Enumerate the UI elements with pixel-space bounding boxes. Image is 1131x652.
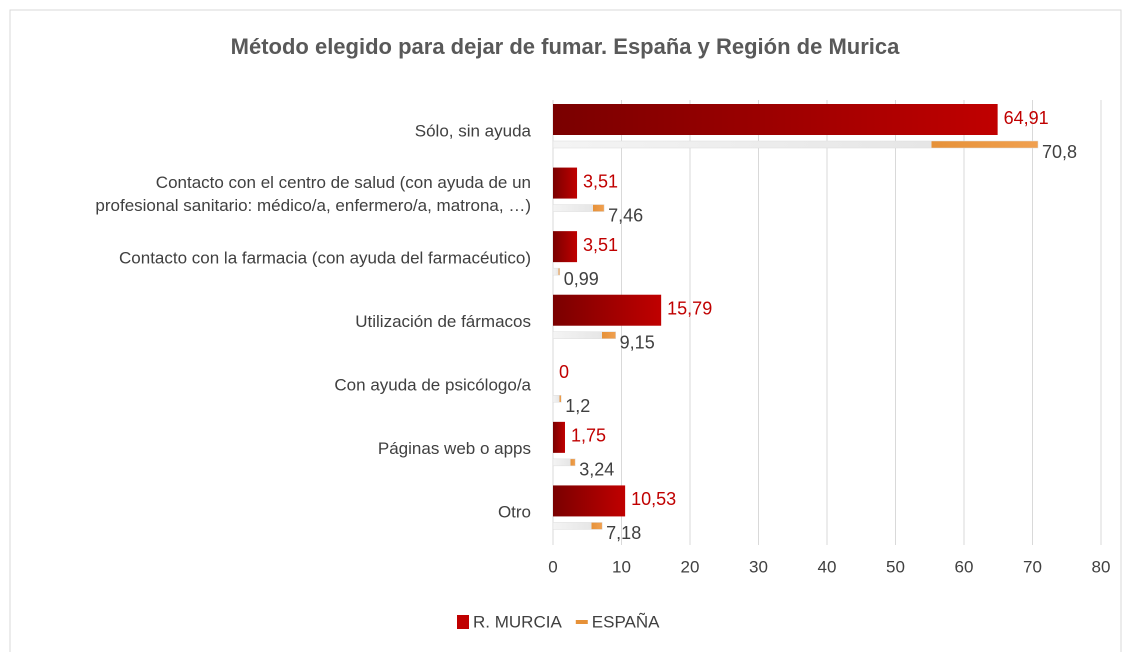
data-label: 9,15 [620, 332, 655, 352]
y-tick-label: Contacto con el centro de salud (con ayu… [95, 173, 531, 215]
legend-label: R. MURCIA [473, 612, 562, 631]
bar-murcia [553, 104, 998, 135]
data-label: 3,51 [583, 235, 618, 255]
bar-murcia [553, 485, 626, 517]
legend-label: ESPAÑA [592, 612, 660, 631]
bar-murcia [553, 231, 578, 263]
data-label: 15,79 [667, 298, 712, 318]
y-tick-label: Contacto con la farmacia (con ayuda del … [119, 248, 531, 267]
x-tick-label: 40 [818, 557, 837, 576]
x-tick-label: 50 [886, 557, 905, 576]
legend-swatch [575, 620, 588, 624]
data-label: 70,8 [1042, 142, 1077, 162]
x-tick-label: 20 [681, 557, 700, 576]
bar-espana [552, 204, 605, 212]
y-tick-label: Sólo, sin ayuda [415, 121, 532, 140]
y-tick-label: Utilización de fármacos [355, 312, 531, 331]
y-tick-label: Con ayuda de psicólogo/a [334, 376, 531, 395]
bar-espana [552, 522, 603, 530]
data-label: 7,18 [606, 523, 641, 543]
bar-murcia [553, 167, 578, 199]
x-tick-label: 10 [612, 557, 631, 576]
chart-frame [9, 9, 1122, 652]
data-label: 3,51 [583, 171, 618, 191]
y-tick-label: Otro [498, 503, 531, 522]
bar-murcia [553, 421, 565, 453]
bar-espana [552, 331, 616, 339]
bar-murcia [553, 294, 662, 326]
data-label: 64,91 [1004, 108, 1049, 128]
data-label: 3,24 [579, 460, 614, 480]
y-tick-label: Páginas web o apps [378, 439, 531, 458]
data-label: 1,75 [571, 426, 606, 446]
bar-espana [552, 267, 561, 276]
bar-espana [552, 140, 1039, 149]
data-label: 7,46 [608, 205, 643, 225]
data-label: 1,2 [565, 396, 590, 416]
data-label: 0,99 [564, 269, 599, 289]
legend-swatch [457, 615, 469, 629]
bar-espana [552, 395, 562, 403]
data-label: 0 [559, 362, 569, 382]
x-tick-label: 0 [548, 557, 557, 576]
x-tick-label: 60 [955, 557, 974, 576]
data-label: 10,53 [631, 489, 676, 509]
x-tick-label: 80 [1092, 557, 1111, 576]
chart-title: Método elegido para dejar de fumar. Espa… [231, 34, 900, 59]
x-tick-label: 30 [749, 557, 768, 576]
x-tick-label: 70 [1023, 557, 1042, 576]
bar-espana [552, 458, 576, 467]
